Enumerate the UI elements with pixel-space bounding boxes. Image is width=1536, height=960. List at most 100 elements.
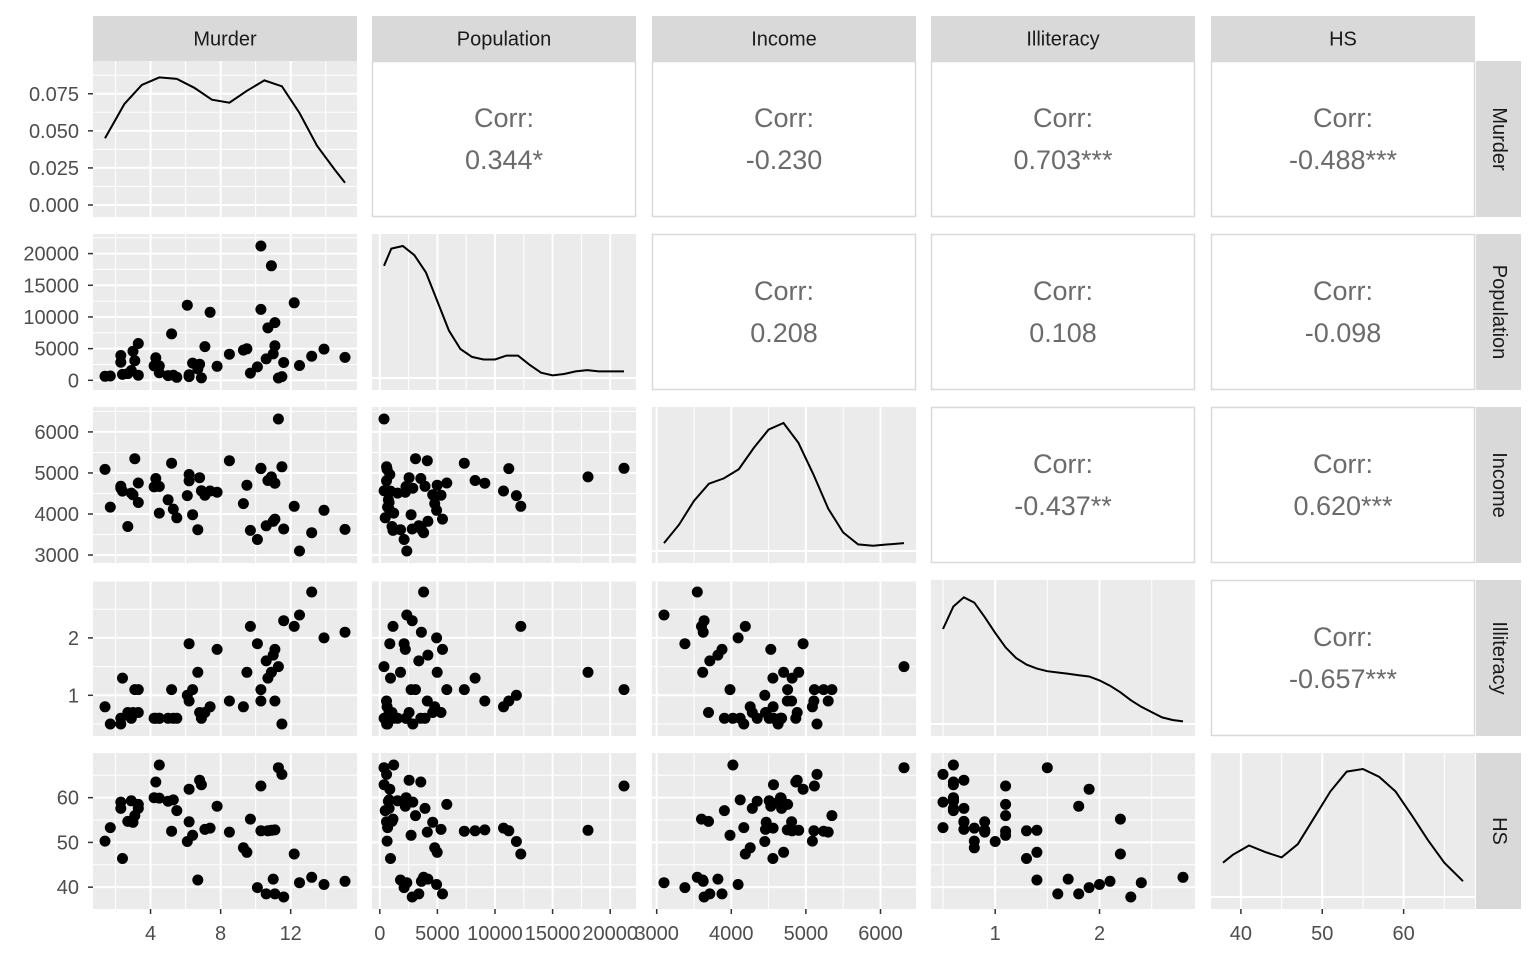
data-point — [718, 712, 730, 724]
data-point — [498, 485, 509, 497]
data-point — [244, 620, 256, 632]
y-tick-label: 0.075 — [29, 84, 79, 106]
data-point — [437, 888, 448, 900]
data-point — [679, 638, 691, 650]
data-point — [406, 891, 418, 903]
panel-illiteracy-murder — [93, 579, 357, 736]
density-line-population — [383, 244, 624, 377]
row-strip-income: Income — [1476, 407, 1521, 563]
data-point — [267, 649, 279, 661]
data-point — [724, 829, 736, 841]
data-point — [435, 489, 447, 501]
y-axis-population: 0 5000 10000 15000 20000 — [23, 244, 93, 392]
panel-hs-illiteracy — [931, 753, 1195, 909]
data-point — [947, 805, 959, 817]
data-point — [379, 805, 391, 817]
data-point — [479, 695, 491, 707]
data-point — [167, 503, 179, 515]
data-point — [241, 846, 253, 858]
data-point — [582, 666, 594, 678]
data-point — [251, 534, 263, 545]
data-point — [479, 824, 491, 836]
data-point — [658, 877, 670, 889]
data-point — [223, 348, 235, 360]
y-tick-label: 4000 — [35, 504, 80, 526]
data-point — [318, 632, 330, 644]
data-point — [716, 888, 728, 900]
data-point — [618, 462, 630, 474]
data-point — [469, 672, 481, 684]
y-tick-label: 5000 — [35, 463, 80, 485]
y-tick-label: 0.025 — [29, 158, 79, 180]
data-point — [388, 759, 400, 771]
data-point — [99, 701, 111, 713]
data-point — [127, 707, 139, 718]
data-point — [1125, 891, 1137, 903]
data-point — [1000, 780, 1012, 792]
data-point — [410, 810, 421, 822]
data-point — [704, 655, 716, 667]
data-point — [306, 350, 318, 362]
data-point — [582, 471, 594, 483]
data-point — [401, 545, 413, 557]
data-point — [171, 712, 183, 724]
data-point — [947, 779, 959, 791]
strip-label: Population — [1488, 265, 1510, 360]
corr-panel-border — [651, 233, 917, 391]
data-point — [400, 712, 412, 724]
data-point — [958, 802, 970, 814]
data-point — [398, 638, 410, 650]
data-point — [431, 846, 443, 858]
data-point — [241, 343, 253, 355]
data-point — [255, 303, 267, 315]
data-point — [129, 355, 141, 367]
data-point — [763, 795, 775, 807]
data-point — [378, 661, 390, 673]
x-axis-murder: 4 8 12 — [145, 909, 302, 945]
data-point — [458, 684, 470, 696]
data-point — [339, 875, 351, 887]
data-point — [431, 479, 443, 491]
y-axis-hs: 40 50 60 — [57, 788, 93, 899]
data-point — [388, 507, 400, 519]
data-point — [183, 369, 195, 381]
data-point — [288, 297, 300, 309]
data-point — [265, 260, 277, 272]
x-tick-label: 2 — [1094, 923, 1105, 945]
data-point — [392, 795, 404, 807]
corr-panel-border — [1210, 233, 1476, 391]
data-point — [703, 707, 714, 718]
corr-panel-border — [1210, 579, 1476, 737]
strip-label: Income — [751, 29, 817, 51]
data-point — [760, 816, 772, 828]
data-point — [405, 829, 417, 841]
data-point — [696, 813, 707, 825]
data-point — [181, 490, 193, 502]
data-point — [278, 615, 290, 627]
data-point — [403, 472, 415, 484]
corr-value: 0.108 — [1029, 318, 1097, 348]
data-point — [381, 768, 393, 780]
data-point — [727, 759, 739, 771]
x-axis-hs: 40 50 60 — [1230, 909, 1415, 945]
data-point — [898, 762, 910, 774]
data-point — [294, 545, 305, 557]
data-point — [793, 666, 805, 678]
data-point — [422, 873, 434, 885]
data-point — [269, 888, 281, 900]
data-point — [387, 620, 399, 632]
strip-bg — [1476, 234, 1521, 390]
data-point — [384, 638, 396, 650]
data-point — [267, 515, 279, 527]
corr-panel-border — [371, 60, 637, 218]
density-line-murder — [104, 76, 346, 184]
data-point — [265, 666, 277, 678]
data-point — [989, 836, 1001, 847]
data-point — [183, 469, 195, 480]
corr-label: Corr: — [754, 103, 814, 133]
data-point — [183, 638, 195, 650]
y-tick-label: 40 — [57, 877, 79, 899]
data-point — [387, 813, 399, 825]
data-point — [255, 240, 267, 252]
